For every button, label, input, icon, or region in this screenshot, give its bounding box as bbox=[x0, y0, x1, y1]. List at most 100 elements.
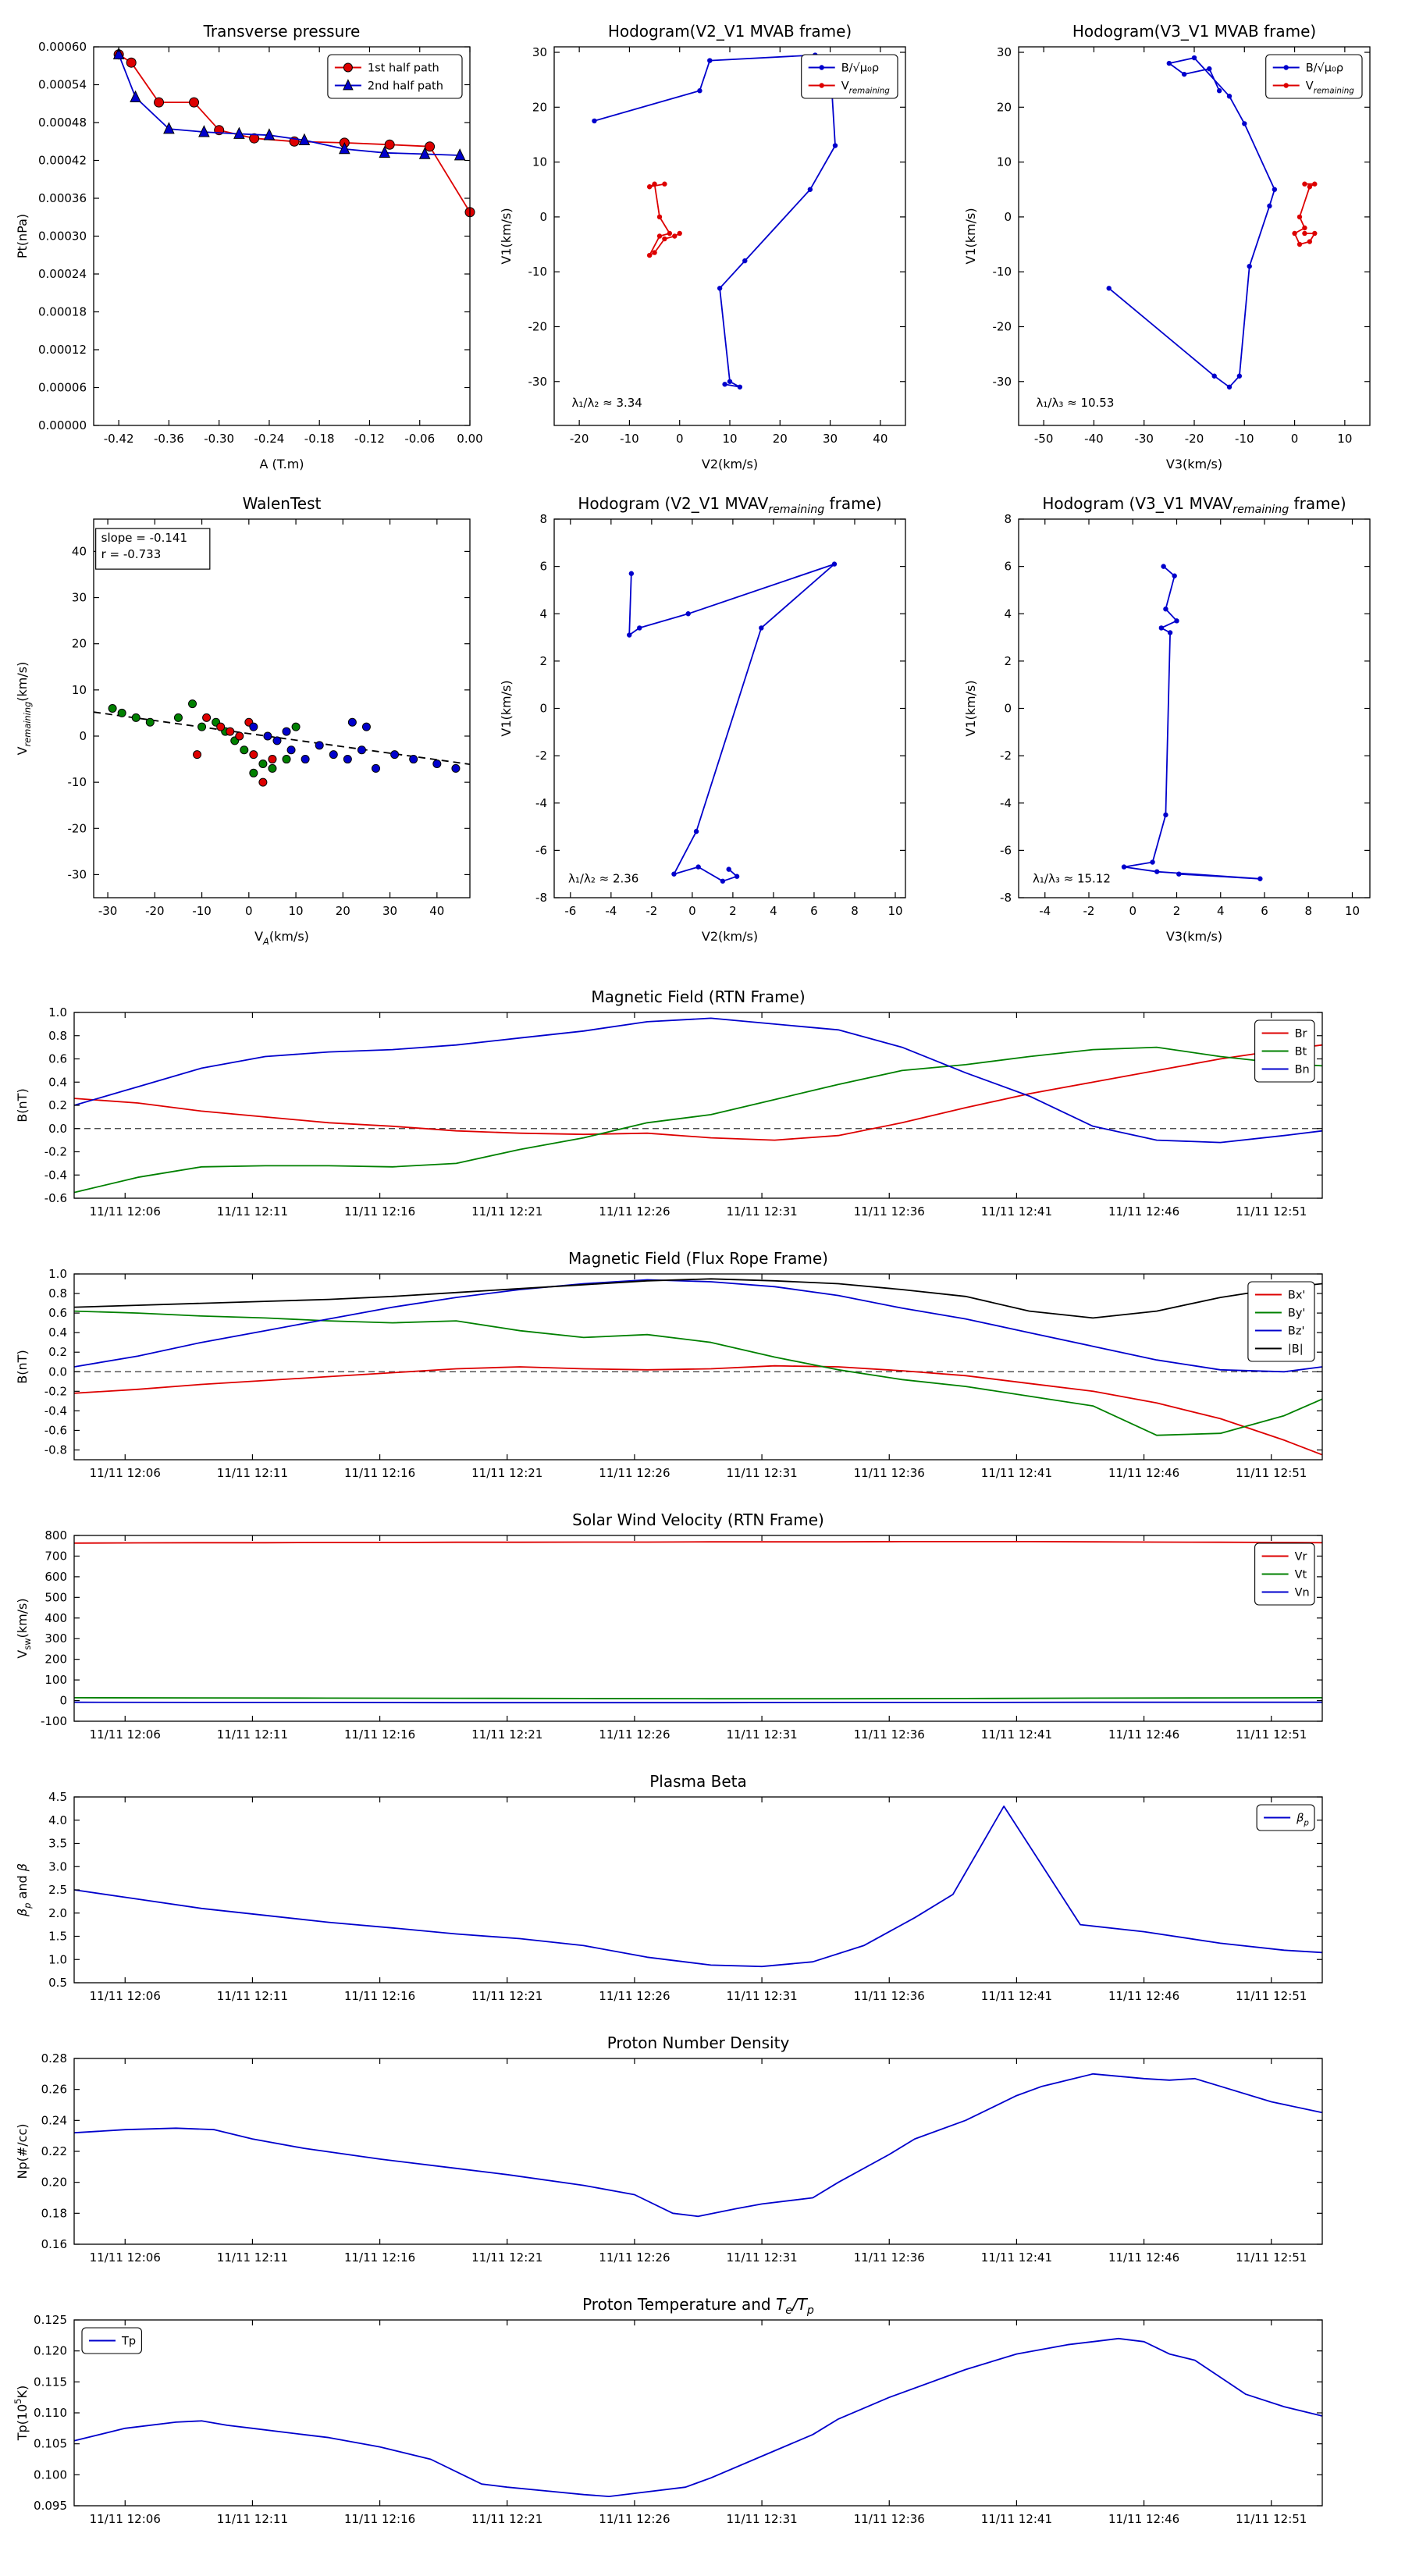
y-tick-label: 0.00048 bbox=[38, 116, 87, 130]
y-tick-label: 1.0 bbox=[48, 1267, 67, 1281]
y-tick-label: -4 bbox=[1000, 796, 1012, 810]
x-tick-label: 11/11 12:21 bbox=[471, 1204, 542, 1219]
legend: Bx' By' Bz' |B| bbox=[1247, 1281, 1315, 1362]
y-axis-label: V1(km/s) bbox=[963, 680, 978, 736]
series-v-remaining bbox=[646, 181, 682, 258]
x-tick-label: 11/11 12:51 bbox=[1236, 1727, 1307, 1742]
y-tick-label: 0.125 bbox=[34, 2313, 67, 2327]
y-tick-label: 0 bbox=[539, 702, 547, 716]
x-tick-label: 11/11 12:36 bbox=[854, 1989, 925, 2003]
y-tick-label: 0.8 bbox=[48, 1029, 67, 1043]
y-tick-label: 0.8 bbox=[48, 1286, 67, 1300]
y-tick-label: 0.6 bbox=[48, 1306, 67, 1320]
series-v-trajectory bbox=[1121, 564, 1263, 881]
legend-label: Tp bbox=[121, 2336, 136, 2348]
x-axis-label: V3(km/s) bbox=[1166, 457, 1222, 471]
chart-title: Proton Temperature and Te/Tp bbox=[582, 2295, 814, 2317]
y-tick-label: -6 bbox=[535, 843, 547, 857]
axis-ticks: -4 -2 0 2 4 6 8 10 -8 -6 -4 -2 0 2 4 6 8 bbox=[1000, 512, 1370, 918]
legend-label: B/√μ₀ρ bbox=[1306, 62, 1343, 75]
x-tick-label: 10 bbox=[289, 904, 304, 918]
legend-label: Bx' bbox=[1288, 1290, 1306, 1302]
y-tick-label: -10 bbox=[993, 265, 1012, 279]
y-axis-label: Tp(105K) bbox=[12, 2386, 30, 2442]
x-tick-label: 11/11 12:16 bbox=[344, 2512, 415, 2526]
x-tick-label: 11/11 12:06 bbox=[90, 1204, 161, 1219]
y-tick-label: -0.4 bbox=[44, 1404, 67, 1418]
x-tick-label: 11/11 12:41 bbox=[981, 2512, 1052, 2526]
y-tick-label: 20 bbox=[997, 100, 1012, 114]
y-tick-label: 4.0 bbox=[48, 1813, 67, 1827]
legend-label: Br bbox=[1295, 1028, 1307, 1041]
x-tick-label: -6 bbox=[564, 904, 576, 918]
x-tick-label: 11/11 12:36 bbox=[854, 2512, 925, 2526]
chart-title: Transverse pressure bbox=[203, 22, 361, 41]
x-tick-label: 0.00 bbox=[457, 432, 482, 446]
y-tick-label: 300 bbox=[44, 1631, 67, 1646]
x-tick-label: 11/11 12:11 bbox=[217, 1727, 288, 1742]
chart-plasma-beta: 11/11 12:06 11/11 12:11 11/11 12:16 11/11 1… bbox=[15, 1772, 1323, 2003]
x-tick-label: 11/11 12:41 bbox=[981, 1204, 1052, 1219]
y-tick-label: 3.5 bbox=[48, 1837, 67, 1851]
chart-magnetic-field-rtn: 11/11 12:06 11/11 12:11 11/11 12:16 11/11 1… bbox=[15, 987, 1323, 1219]
x-tick-label: 8 bbox=[851, 904, 859, 918]
legend-label: Vremaining bbox=[1306, 80, 1355, 96]
x-tick-label: 11/11 12:26 bbox=[599, 2512, 670, 2526]
x-tick-label: -0.06 bbox=[404, 432, 435, 446]
y-tick-label: -6 bbox=[1000, 843, 1012, 857]
x-tick-label: 11/11 12:26 bbox=[599, 2250, 670, 2265]
series-cluster-blue bbox=[249, 717, 461, 773]
series-1st-half-path bbox=[113, 49, 475, 218]
axis-ticks: 11/11 12:06 11/11 12:11 11/11 12:16 11/11 1… bbox=[41, 2051, 1322, 2265]
x-tick-label: 40 bbox=[429, 904, 444, 918]
y-tick-label: 0.120 bbox=[34, 2344, 67, 2358]
y-tick-label: 40 bbox=[72, 544, 87, 558]
series-By-prime bbox=[73, 1310, 1323, 1436]
y-tick-label: -8 bbox=[535, 891, 547, 905]
y-axis-label: βp and β bbox=[15, 1863, 33, 1917]
axis-ticks: -20 -10 0 10 20 30 40 -30 -20 -10 0 10 20 30 bbox=[528, 45, 905, 446]
y-tick-label: 0.115 bbox=[34, 2375, 67, 2389]
x-tick-label: 30 bbox=[382, 904, 397, 918]
x-tick-label: -20 bbox=[1185, 432, 1204, 446]
axis-ticks: 11/11 12:06 11/11 12:11 11/11 12:16 11/11 1… bbox=[44, 1005, 1322, 1219]
x-tick-label: 11/11 12:21 bbox=[471, 2512, 542, 2526]
x-tick-label: 11/11 12:51 bbox=[1236, 1466, 1307, 1480]
chart-walen-test: -30 -20 -10 0 10 20 30 40 -30 -20 -10 0 10 20 30 40 Wale… bbox=[15, 494, 471, 947]
y-tick-label: 0.00024 bbox=[38, 267, 87, 281]
annotation-box bbox=[95, 528, 211, 570]
x-tick-label: -10 bbox=[620, 432, 639, 446]
chart-transverse-pressure: -0.42 -0.36 -0.30 -0.24 -0.18 -0.12 -0.06 0.000… bbox=[15, 22, 483, 471]
chart-title: Plasma Beta bbox=[649, 1772, 747, 1791]
series-beta-p bbox=[73, 1806, 1323, 1968]
x-tick-label: -0.18 bbox=[304, 432, 335, 446]
x-tick-label: 0 bbox=[1129, 904, 1136, 918]
x-tick-label: 11/11 12:51 bbox=[1236, 2250, 1307, 2265]
y-tick-label: 2 bbox=[1004, 654, 1012, 668]
y-axis-label: V1(km/s) bbox=[963, 208, 978, 264]
y-tick-label: -2 bbox=[1000, 749, 1012, 763]
y-tick-label: -100 bbox=[41, 1714, 67, 1728]
y-tick-label: 20 bbox=[532, 100, 547, 114]
y-tick-label: -0.2 bbox=[44, 1384, 67, 1398]
series-Bz-prime bbox=[73, 1279, 1323, 1373]
legend-label: Vn bbox=[1295, 1587, 1310, 1599]
x-tick-label: 11/11 12:46 bbox=[1108, 1204, 1179, 1219]
y-axis-label: B(nT) bbox=[15, 1350, 30, 1383]
y-tick-label: 0.4 bbox=[48, 1075, 67, 1089]
x-tick-label: 30 bbox=[823, 432, 838, 446]
annotation: r = -0.733 bbox=[101, 547, 162, 561]
annotation: λ₁/λ₃ ≈ 10.53 bbox=[1037, 396, 1115, 410]
y-tick-label: 6 bbox=[1004, 560, 1012, 574]
y-tick-label: 0.20 bbox=[41, 2176, 67, 2190]
y-tick-label: 6 bbox=[539, 560, 547, 574]
x-tick-label: 20 bbox=[773, 432, 788, 446]
y-tick-label: 8 bbox=[539, 512, 547, 526]
x-tick-label: -20 bbox=[570, 432, 589, 446]
axes-frame bbox=[73, 1535, 1323, 1722]
x-tick-label: 2 bbox=[729, 904, 737, 918]
x-tick-label: 0 bbox=[245, 904, 253, 918]
x-tick-label: 11/11 12:11 bbox=[217, 1989, 288, 2003]
y-tick-label: -0.2 bbox=[44, 1145, 67, 1159]
